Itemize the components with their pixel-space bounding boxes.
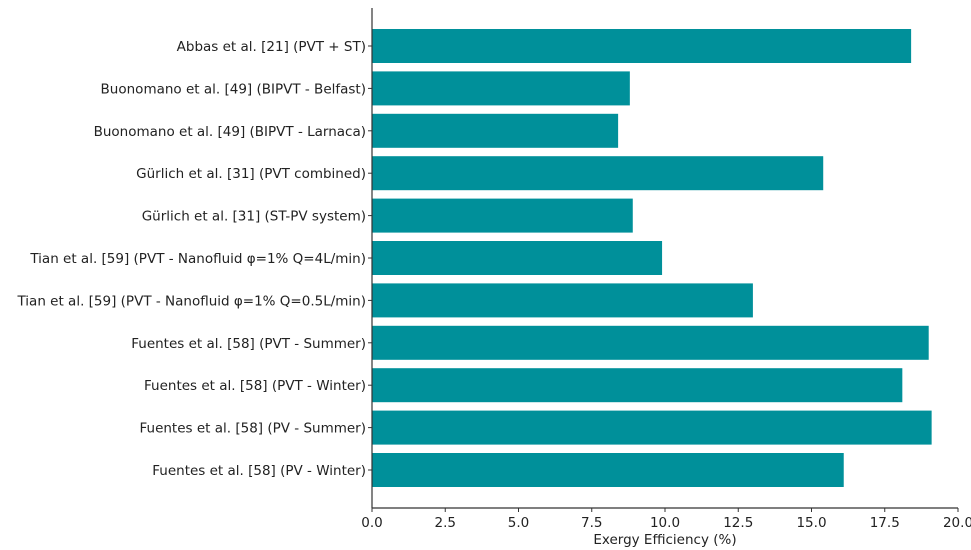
x-axis-label: Exergy Efficiency (%)	[593, 532, 736, 548]
bar-11	[372, 453, 844, 487]
bar-5	[372, 198, 633, 233]
category-label-1: Abbas et al. [21] (PVT + ST)	[177, 39, 366, 55]
x-tick-label-4: 7.5	[581, 515, 602, 531]
category-label-7: Tian et al. [59] (PVT - Nanofluid φ=1% Q…	[16, 293, 366, 309]
x-tick-label-5: 10.0	[650, 515, 680, 531]
category-label-2: Buonomano et al. [49] (BIPVT - Belfast)	[101, 81, 366, 97]
category-label-10: Fuentes et al. [58] (PV - Summer)	[139, 421, 366, 437]
bar-4	[372, 156, 824, 191]
bar-8	[372, 325, 929, 360]
bar-10	[372, 410, 932, 445]
bar-3	[372, 113, 619, 148]
x-tick-label-2: 2.5	[435, 515, 456, 531]
category-label-3: Buonomano et al. [49] (BIPVT - Larnaca)	[94, 124, 366, 140]
bar-1	[372, 29, 912, 63]
category-label-9: Fuentes et al. [58] (PVT - Winter)	[144, 378, 366, 394]
category-labels-group: Abbas et al. [21] (PVT + ST) Buonomano et…	[16, 39, 372, 479]
x-ticks-group: 0.0 2.5 5.0 7.5 10.0 12.5 15.0 17.5 20.0	[361, 508, 971, 531]
category-label-4: Gürlich et al. [31] (PVT combined)	[136, 166, 366, 182]
category-label-5: Gürlich et al. [31] (ST-PV system)	[142, 209, 366, 225]
bar-9	[372, 368, 903, 403]
x-tick-label-7: 15.0	[796, 515, 826, 531]
category-label-11: Fuentes et al. [58] (PV - Winter)	[152, 463, 366, 479]
bars-group	[372, 29, 932, 487]
category-label-6: Tian et al. [59] (PVT - Nanofluid φ=1% Q…	[29, 251, 366, 267]
x-tick-label-9: 20.0	[943, 515, 971, 531]
bar-2	[372, 71, 630, 106]
x-tick-label-8: 17.5	[870, 515, 900, 531]
x-tick-label-6: 12.5	[723, 515, 753, 531]
bar-6	[372, 241, 663, 275]
category-label-8: Fuentes et al. [58] (PVT - Summer)	[131, 336, 366, 352]
bar-7	[372, 283, 753, 318]
x-tick-label-3: 5.0	[508, 515, 529, 531]
x-tick-label-1: 0.0	[361, 515, 382, 531]
